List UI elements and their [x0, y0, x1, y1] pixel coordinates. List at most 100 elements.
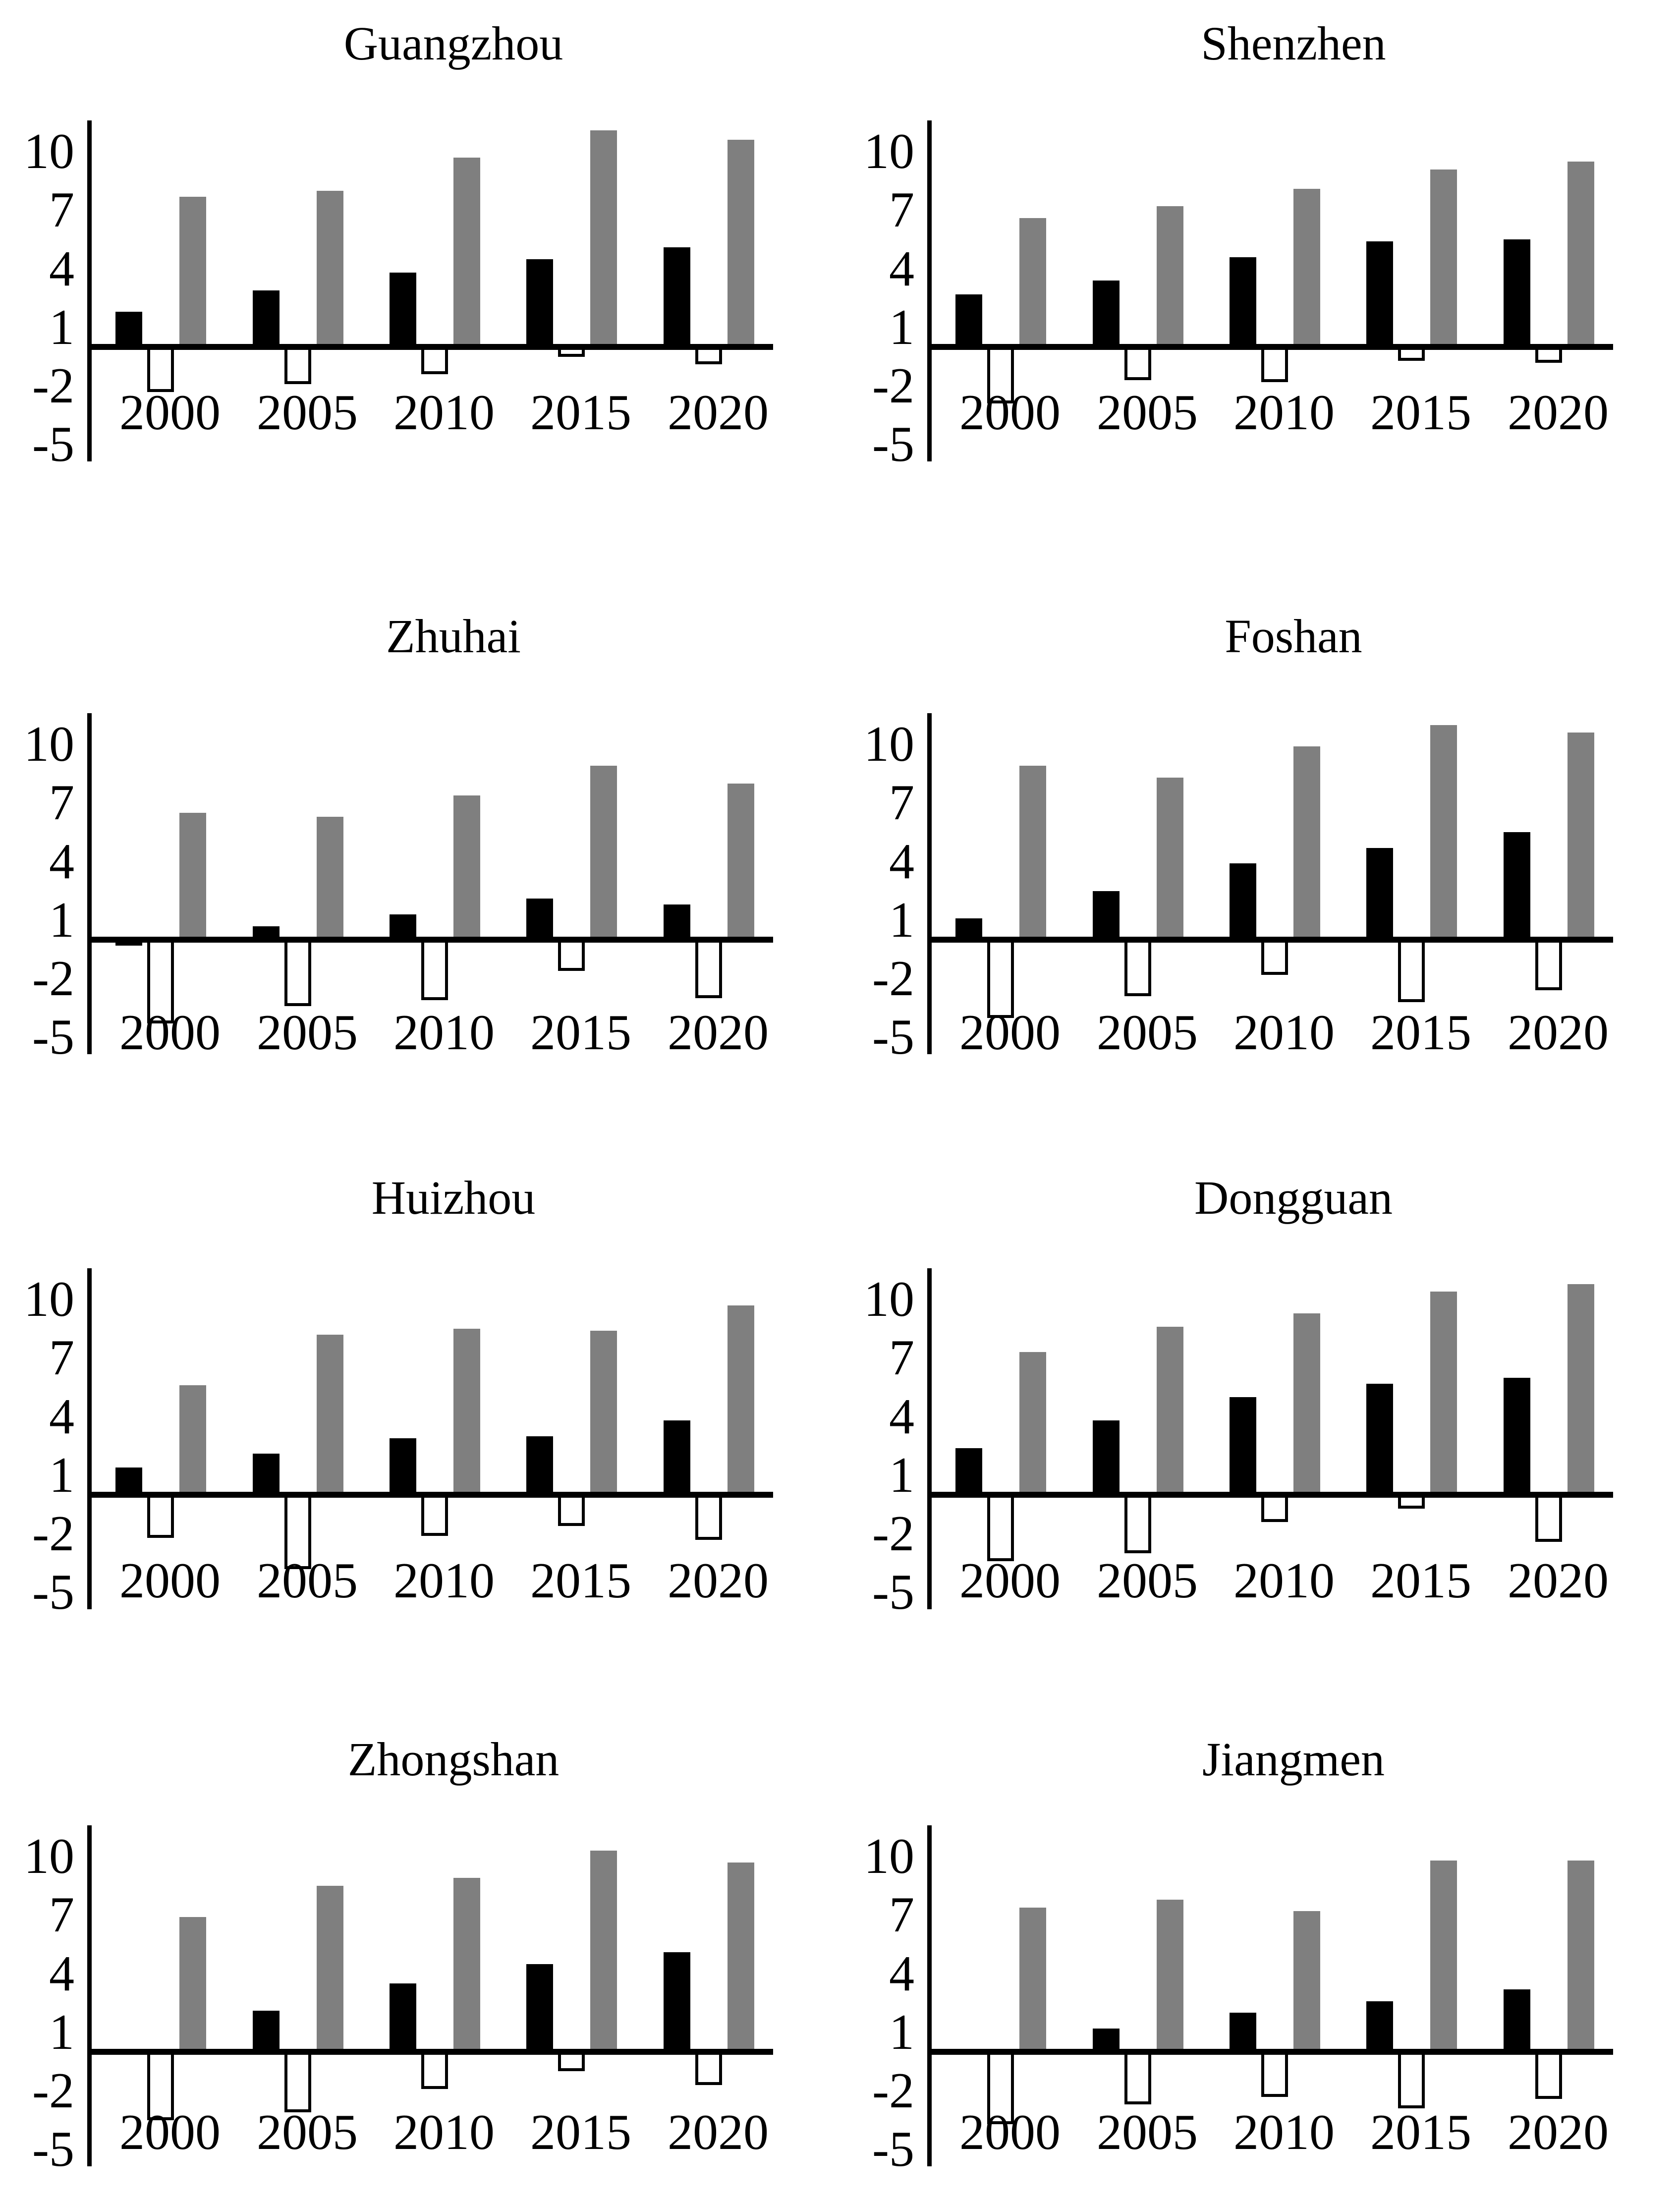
- plot-shenzhen: 10 7 4 1 -2 -5 2000 2005 2010 2015 2020: [840, 120, 1680, 497]
- bar-white-2015: [1398, 940, 1425, 1002]
- x-tick-label: 2020: [668, 385, 769, 441]
- bar-gray-2015: [590, 130, 617, 347]
- bar-white-2010: [1261, 347, 1288, 382]
- bar-white-2010: [421, 1495, 448, 1536]
- bar-white-2005: [1124, 347, 1151, 380]
- x-tick-label: 2005: [1097, 2104, 1198, 2160]
- y-tick-label: -5: [872, 2121, 914, 2177]
- bar-black-2020: [664, 1952, 690, 2052]
- bar-white-2000: [987, 2052, 1014, 2124]
- chart-cell-jiangmen: Jiangmen 10 7 4 1 -2 -5 2000 2005 2010 2015 2020: [840, 1699, 1680, 2194]
- plot-dongguan: 10 7 4 1 -2 -5 2000 2005 2010 2015 2020: [840, 1268, 1680, 1645]
- y-tick-label: -5: [872, 1009, 914, 1065]
- chart-title-huizhou: Huizhou: [371, 1171, 536, 1224]
- x-tick-label: 2015: [1370, 2104, 1471, 2160]
- x-tick-label: 2015: [530, 1005, 631, 1061]
- bar-black-2005: [1093, 281, 1120, 347]
- bar-gray-2015: [1430, 1861, 1457, 2052]
- y-tick-label: -2: [872, 951, 914, 1007]
- bar-gray-2015: [1430, 169, 1457, 347]
- y-tick-label: 10: [864, 1828, 914, 1884]
- y-tick-label: 4: [49, 834, 74, 890]
- y-axis-line: [927, 713, 932, 1054]
- bar-gray-2020: [1568, 1861, 1594, 2052]
- bar-white-2020: [695, 1495, 722, 1540]
- y-tick-label: 10: [24, 716, 74, 772]
- bar-black-2020: [664, 1420, 690, 1495]
- bar-gray-2015: [1430, 725, 1457, 940]
- bar-black-2015: [1366, 848, 1393, 940]
- x-tick-label: 2005: [1097, 385, 1198, 441]
- bar-black-2005: [1093, 1420, 1120, 1495]
- x-tick-label: 2005: [257, 2104, 358, 2160]
- bar-white-2020: [695, 2052, 722, 2085]
- bar-black-2010: [1230, 257, 1256, 347]
- y-tick-label: -2: [32, 1506, 74, 1562]
- bar-black-2000: [955, 294, 982, 347]
- x-axis-line: [932, 1492, 1613, 1498]
- bar-white-2020: [1535, 940, 1562, 990]
- bar-black-2010: [390, 914, 416, 940]
- bar-gray-2000: [179, 1917, 206, 2052]
- bar-black-2005: [253, 2011, 280, 2052]
- x-tick-label: 2015: [1370, 1553, 1471, 1609]
- bar-white-2005: [284, 940, 311, 1006]
- y-tick-label: -2: [32, 358, 74, 414]
- bar-gray-2000: [179, 1385, 206, 1495]
- bar-black-2020: [1504, 239, 1530, 347]
- y-tick-label: 7: [889, 1330, 914, 1386]
- plot-foshan: 10 7 4 1 -2 -5 2000 2005 2010 2015 2020: [840, 713, 1680, 1090]
- y-tick-label: 10: [24, 1828, 74, 1884]
- bar-gray-2015: [590, 1331, 617, 1495]
- y-tick-label: 1: [49, 1447, 74, 1503]
- y-tick-label: 7: [49, 1330, 74, 1386]
- bar-black-2000: [955, 918, 982, 940]
- x-axis-line: [932, 937, 1613, 943]
- bar-gray-2010: [1293, 746, 1320, 940]
- bar-gray-2000: [179, 197, 206, 347]
- x-tick-label: 2015: [1370, 385, 1471, 441]
- y-tick-label: -5: [32, 1009, 74, 1065]
- x-tick-label: 2015: [530, 2104, 631, 2160]
- bar-gray-2005: [317, 817, 343, 940]
- y-tick-label: 1: [49, 892, 74, 948]
- bar-white-2015: [1398, 2052, 1425, 2108]
- chart-title-dongguan: Dongguan: [1194, 1171, 1393, 1224]
- bar-gray-2020: [728, 1863, 754, 2052]
- plot-huizhou: 10 7 4 1 -2 -5 2000 2005 2010 2015 2020: [0, 1268, 840, 1645]
- bar-black-2010: [390, 273, 416, 347]
- bar-black-2015: [526, 899, 553, 940]
- chart-cell-dongguan: Dongguan 10 7 4 1 -2 -5 2000 2005 2010 2015 2020: [840, 1133, 1680, 1699]
- y-tick-label: 4: [889, 1389, 914, 1445]
- y-tick-label: 1: [889, 2004, 914, 2060]
- y-tick-label: 10: [24, 1271, 74, 1327]
- bar-black-2000: [115, 1468, 142, 1495]
- bar-gray-2000: [1019, 1352, 1046, 1495]
- bar-black-2015: [526, 1964, 553, 2052]
- bar-black-2015: [1366, 241, 1393, 347]
- bar-black-2010: [390, 1983, 416, 2052]
- x-tick-label: 2005: [1097, 1005, 1198, 1061]
- bar-white-2005: [1124, 940, 1151, 996]
- bar-gray-2010: [1293, 189, 1320, 347]
- bar-white-2010: [421, 347, 448, 374]
- y-axis-line: [927, 1268, 932, 1609]
- x-tick-label: 2010: [393, 1553, 495, 1609]
- bar-black-2020: [664, 904, 690, 940]
- x-tick-label: 2010: [393, 2104, 495, 2160]
- bar-gray-2005: [317, 1335, 343, 1495]
- bar-black-2015: [526, 259, 553, 347]
- y-tick-label: 7: [49, 775, 74, 831]
- bar-white-2000: [987, 1495, 1014, 1561]
- x-tick-label: 2010: [393, 1005, 495, 1061]
- chart-title-zhuhai: Zhuhai: [386, 610, 521, 663]
- bar-black-2015: [526, 1436, 553, 1495]
- bar-black-2000: [955, 1448, 982, 1495]
- y-tick-label: 4: [889, 241, 914, 297]
- chart-title-foshan: Foshan: [1225, 610, 1362, 663]
- y-axis-line: [87, 713, 92, 1054]
- x-tick-label: 2015: [530, 1553, 631, 1609]
- x-axis-line: [92, 1492, 773, 1498]
